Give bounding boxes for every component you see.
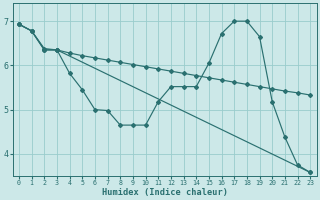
X-axis label: Humidex (Indice chaleur): Humidex (Indice chaleur) (101, 188, 228, 197)
